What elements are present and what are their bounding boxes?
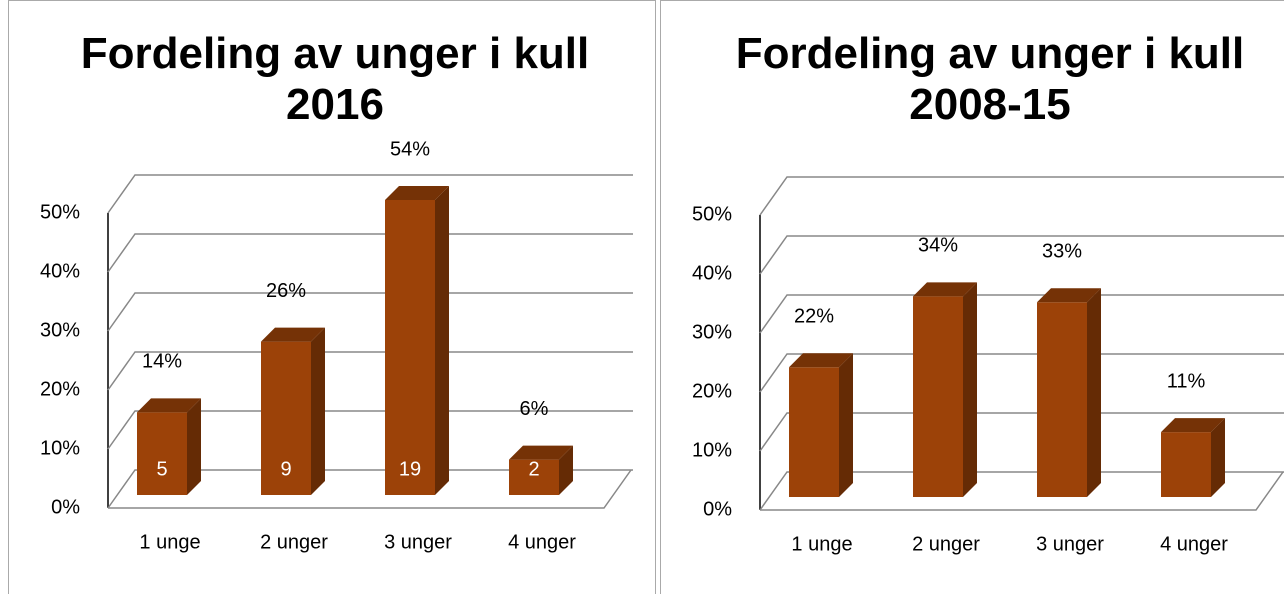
x-tick-label: 3 unger	[1036, 533, 1104, 555]
bar-top	[789, 353, 853, 368]
data-label: 11%	[1167, 370, 1206, 392]
bar-side	[1211, 418, 1225, 497]
chart-title: Fordeling av unger i kull 2008-15	[735, 29, 1245, 129]
grid-line	[107, 351, 633, 391]
data-label: 14%	[142, 351, 182, 373]
data-label: 54%	[390, 138, 430, 160]
floor-edge	[760, 471, 1284, 511]
grid-line	[759, 294, 1284, 334]
count-label: 2	[528, 458, 539, 480]
y-tick-label: 0%	[703, 498, 732, 520]
bar-top	[1037, 288, 1101, 303]
bar-front	[509, 459, 559, 495]
grid-line	[107, 174, 633, 214]
bar	[913, 282, 977, 497]
data-label: 22%	[794, 305, 834, 327]
grid-line	[759, 412, 1284, 452]
bar-side	[963, 282, 977, 497]
y-tick-label: 20%	[692, 380, 732, 402]
bar	[137, 398, 201, 495]
bar-top	[1161, 418, 1225, 433]
bar-front	[1037, 302, 1087, 497]
bar	[1161, 418, 1225, 497]
x-tick-label: 2 unger	[260, 531, 328, 553]
bar	[385, 186, 449, 495]
grid-line	[759, 235, 1284, 275]
bar-side	[435, 186, 449, 495]
bar-side	[1087, 288, 1101, 497]
bar	[261, 327, 325, 495]
y-tick-label: 50%	[40, 201, 80, 223]
grid-line	[759, 471, 1284, 511]
grid-line	[759, 353, 1284, 393]
y-tick-label: 10%	[40, 437, 80, 459]
grid-line	[107, 233, 633, 273]
bar-side	[839, 353, 853, 497]
data-label: 34%	[918, 235, 958, 257]
data-label: 33%	[1042, 241, 1082, 263]
grid-line	[759, 176, 1284, 216]
bar-front	[137, 412, 187, 495]
count-label: 19	[399, 458, 421, 480]
bar-top	[385, 186, 449, 200]
y-tick-label: 0%	[51, 496, 80, 518]
bar-side	[311, 327, 325, 495]
y-tick-label: 10%	[692, 439, 732, 461]
x-tick-label: 1 unge	[139, 531, 200, 553]
x-tick-label: 4 unger	[508, 531, 576, 553]
y-tick-label: 50%	[692, 203, 732, 225]
bar-top	[261, 327, 325, 342]
panel-border	[8, 0, 656, 594]
bar-top	[509, 445, 573, 460]
bar-front	[913, 296, 963, 497]
bar-front	[1161, 432, 1211, 497]
bar-side	[559, 445, 573, 495]
bar-front	[385, 200, 435, 495]
bar	[1037, 288, 1101, 497]
bar-top	[913, 282, 977, 297]
y-tick-label: 20%	[40, 378, 80, 400]
bar	[509, 445, 573, 495]
x-tick-label: 2 unger	[912, 533, 980, 555]
chart-title: Fordeling av unger i kull 2016	[80, 29, 590, 129]
floor-edge	[108, 469, 632, 509]
x-tick-label: 4 unger	[1160, 533, 1228, 555]
panel-border	[660, 0, 1284, 594]
y-tick-label: 30%	[40, 319, 80, 341]
data-label: 26%	[266, 280, 306, 302]
count-label: 9	[280, 458, 291, 480]
data-label: 6%	[520, 398, 549, 420]
y-tick-label: 40%	[692, 262, 732, 284]
grid-line	[107, 469, 633, 509]
bar-top	[137, 398, 201, 413]
y-tick-label: 30%	[692, 321, 732, 343]
count-label: 5	[156, 458, 167, 480]
y-tick-label: 40%	[40, 260, 80, 282]
bar-front	[261, 341, 311, 495]
bar-side	[187, 398, 201, 495]
grid-line	[107, 410, 633, 450]
x-tick-label: 1 unge	[791, 533, 852, 555]
bar-front	[789, 367, 839, 497]
bar	[789, 353, 853, 497]
grid-line	[107, 292, 633, 332]
x-tick-label: 3 unger	[384, 531, 452, 553]
